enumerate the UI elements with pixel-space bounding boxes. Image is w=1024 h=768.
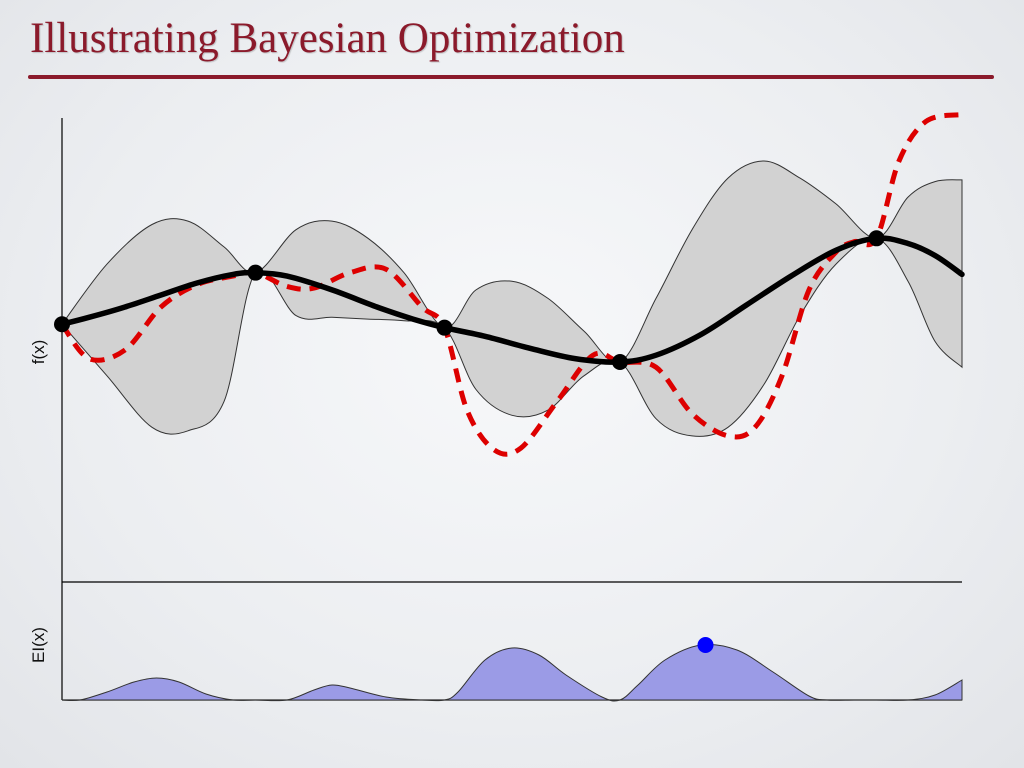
title-underline <box>28 75 994 79</box>
posterior-mean-line <box>59 235 965 365</box>
gp-y-axis-label: f(x) <box>29 340 48 365</box>
ei-maximum-point <box>697 637 714 653</box>
uncertainty-band <box>61 160 963 437</box>
ei-panel: EI(x) <box>29 582 963 702</box>
slide-title: Illustrating Bayesian Optimization <box>30 15 625 62</box>
observation-point <box>54 316 70 333</box>
ei-y-axis-label: EI(x) <box>29 627 48 663</box>
observation-point <box>868 230 885 247</box>
observation-point <box>612 354 628 371</box>
expected-improvement-area <box>61 643 963 702</box>
gp-panel: f(x) <box>29 112 965 583</box>
observation-point <box>436 319 453 336</box>
observation-point <box>247 264 264 281</box>
